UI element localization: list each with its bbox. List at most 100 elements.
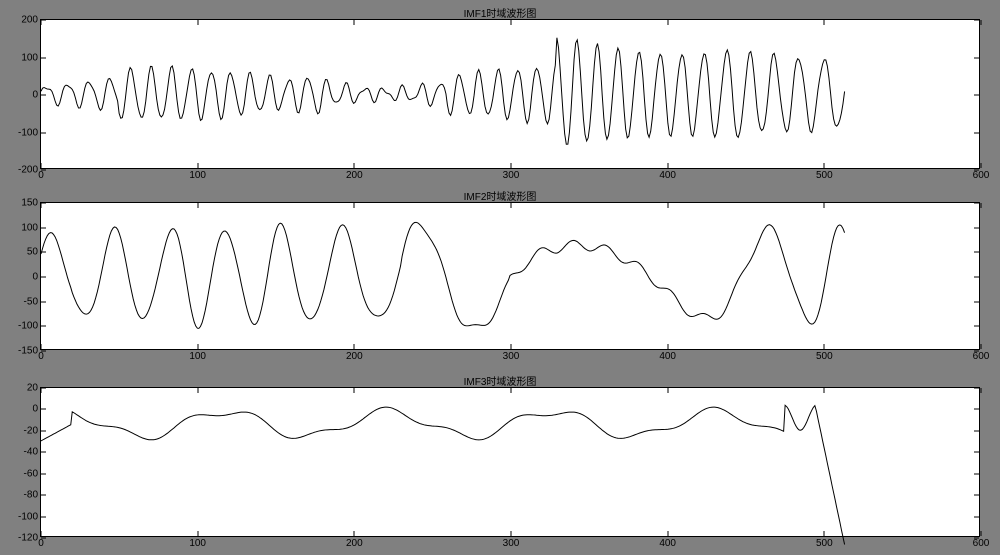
y-tick-mark	[41, 326, 46, 327]
x-tick-mark	[511, 388, 512, 393]
y-tick-mark	[974, 516, 979, 517]
x-tick-mark	[511, 20, 512, 25]
y-tick-label: -40	[24, 447, 41, 458]
y-tick-mark	[974, 252, 979, 253]
y-tick-mark	[41, 203, 46, 204]
y-tick-label: -50	[24, 296, 41, 307]
x-tick-mark	[511, 203, 512, 208]
x-tick-mark	[41, 203, 42, 208]
y-tick-mark	[41, 252, 46, 253]
y-tick-mark	[41, 20, 46, 21]
y-tick-mark	[41, 227, 46, 228]
y-tick-label: 150	[21, 198, 41, 209]
x-tick-mark	[511, 344, 512, 349]
y-tick-mark	[41, 388, 46, 389]
y-tick-mark	[41, 132, 46, 133]
x-tick-label: 300	[503, 536, 520, 549]
x-tick-mark	[824, 344, 825, 349]
x-tick-label: 0	[38, 536, 44, 549]
subplot-imf3-title: IMF3时域波形图	[0, 373, 1000, 388]
x-tick-label: 500	[816, 349, 833, 362]
x-tick-mark	[41, 20, 42, 25]
x-tick-label: 400	[659, 168, 676, 181]
x-tick-label: 100	[189, 536, 206, 549]
y-tick-label: -80	[24, 490, 41, 501]
y-tick-mark	[41, 452, 46, 453]
y-tick-label: -20	[24, 425, 41, 436]
y-tick-mark	[41, 301, 46, 302]
x-tick-mark	[511, 531, 512, 536]
y-tick-mark	[41, 516, 46, 517]
x-tick-mark	[197, 344, 198, 349]
x-tick-mark	[824, 531, 825, 536]
y-tick-label: 200	[21, 15, 41, 26]
y-tick-mark	[974, 57, 979, 58]
x-tick-mark	[41, 344, 42, 349]
x-tick-mark	[981, 20, 982, 25]
x-tick-mark	[354, 20, 355, 25]
y-tick-mark	[41, 495, 46, 496]
x-tick-mark	[667, 531, 668, 536]
x-tick-mark	[197, 388, 198, 393]
y-tick-label: 100	[21, 222, 41, 233]
x-tick-mark	[667, 203, 668, 208]
x-tick-mark	[354, 163, 355, 168]
subplot-imf2-title: IMF2时域波形图	[0, 188, 1000, 203]
x-tick-mark	[824, 388, 825, 393]
x-tick-label: 0	[38, 168, 44, 181]
x-tick-mark	[197, 20, 198, 25]
x-tick-label: 400	[659, 536, 676, 549]
x-tick-label: 100	[189, 168, 206, 181]
y-tick-mark	[974, 473, 979, 474]
subplot-imf3-axes: -120-100-80-60-40-2002001002003004005006…	[40, 387, 980, 537]
x-tick-label: 600	[973, 168, 990, 181]
x-tick-label: 200	[346, 536, 363, 549]
x-tick-mark	[667, 388, 668, 393]
y-tick-mark	[974, 301, 979, 302]
figure: IMF1时域波形图 -20 0 -100 0 100 200 0 100 200 300 400 50…	[0, 0, 1000, 555]
y-tick-label: -100	[18, 511, 41, 522]
x-tick-mark	[41, 163, 42, 168]
x-tick-label: 100	[189, 349, 206, 362]
x-tick-mark	[981, 344, 982, 349]
x-tick-label: 300	[503, 349, 520, 362]
y-tick-mark	[974, 409, 979, 410]
x-tick-mark	[667, 163, 668, 168]
x-tick-mark	[667, 20, 668, 25]
y-tick-mark	[41, 277, 46, 278]
y-tick-mark	[974, 227, 979, 228]
y-tick-label: 0	[32, 272, 41, 283]
y-tick-mark	[41, 430, 46, 431]
subplot-imf1-title: IMF1时域波形图	[0, 5, 1000, 20]
y-tick-mark	[974, 452, 979, 453]
y-tick-mark	[974, 20, 979, 21]
y-tick-mark	[974, 326, 979, 327]
y-tick-mark	[974, 95, 979, 96]
x-tick-mark	[197, 203, 198, 208]
y-tick-label: -60	[24, 468, 41, 479]
x-tick-mark	[354, 344, 355, 349]
x-tick-mark	[981, 531, 982, 536]
x-tick-label: 200	[346, 168, 363, 181]
y-tick-mark	[41, 473, 46, 474]
x-tick-mark	[824, 203, 825, 208]
y-tick-label: 100	[21, 52, 41, 63]
y-tick-mark	[974, 495, 979, 496]
x-tick-mark	[981, 163, 982, 168]
y-tick-mark	[41, 57, 46, 58]
x-tick-label: 0	[38, 349, 44, 362]
y-tick-label: 0	[32, 404, 41, 415]
y-tick-label: 50	[27, 247, 41, 258]
y-tick-label: 0	[32, 90, 41, 101]
subplot-imf1: IMF1时域波形图 -200-1000100200010020030040050…	[0, 5, 1000, 185]
x-tick-mark	[981, 203, 982, 208]
y-tick-label: -100	[18, 321, 41, 332]
x-tick-mark	[981, 388, 982, 393]
subplot-imf3-line	[41, 388, 979, 536]
x-tick-mark	[511, 163, 512, 168]
x-tick-label: 300	[503, 168, 520, 181]
x-tick-mark	[354, 203, 355, 208]
x-tick-label: 200	[346, 349, 363, 362]
x-tick-mark	[354, 531, 355, 536]
x-tick-label: 600	[973, 349, 990, 362]
